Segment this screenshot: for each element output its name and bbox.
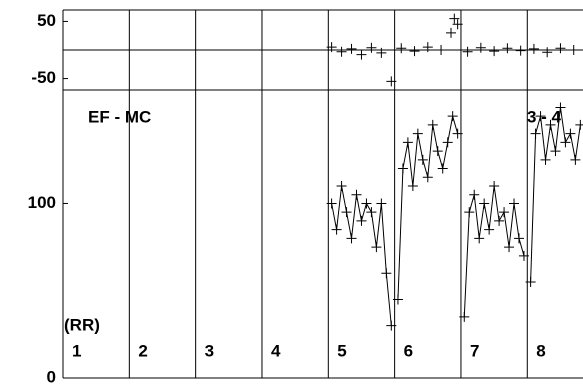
data-point [402, 137, 413, 148]
data-point [381, 268, 392, 279]
data-point [346, 233, 357, 244]
annotation: (RR) [64, 315, 100, 334]
data-point [366, 207, 377, 218]
data-point [540, 154, 551, 165]
section-label: 1 [72, 341, 81, 360]
data-point [376, 198, 387, 209]
data-line [463, 185, 525, 317]
section-label: 5 [337, 341, 346, 360]
data-point [452, 128, 463, 139]
data-point [459, 311, 470, 322]
data-point [479, 198, 490, 209]
data-point [502, 43, 513, 54]
data-point [346, 43, 357, 54]
data-point [442, 137, 453, 148]
data-line [331, 185, 392, 326]
data-line [397, 116, 459, 300]
data-point [509, 198, 520, 209]
data-point [464, 207, 475, 218]
data-point [489, 181, 500, 191]
data-point [542, 47, 553, 58]
section-label: 7 [470, 341, 479, 360]
section-label: 6 [404, 341, 413, 360]
data-point [499, 207, 510, 218]
data-point [489, 46, 500, 57]
data-point [515, 45, 526, 56]
data-point [326, 198, 337, 209]
section-label: 3 [205, 341, 214, 360]
data-point [407, 181, 418, 191]
data-point [386, 320, 397, 331]
data-point [550, 146, 561, 157]
data-point [412, 128, 423, 139]
data-point [555, 102, 566, 113]
section-label: 2 [138, 341, 147, 360]
data-point [462, 46, 473, 57]
data-point [575, 119, 583, 130]
data-point [376, 47, 387, 58]
section-label: 4 [271, 341, 281, 360]
data-point [422, 172, 433, 183]
data-point [513, 233, 524, 244]
data-point [475, 42, 486, 53]
y-tick-label: 50 [37, 11, 56, 30]
data-point [371, 242, 382, 253]
data-point [341, 207, 352, 218]
data-point [545, 119, 556, 130]
data-point [361, 198, 372, 209]
data-point [356, 215, 367, 226]
data-point [432, 146, 443, 157]
data-point [555, 43, 566, 54]
data-point [447, 111, 458, 122]
section-label: 8 [536, 341, 545, 360]
data-point [331, 224, 342, 235]
annotation: 3 - 4 [527, 107, 562, 126]
data-point [436, 45, 447, 55]
data-point [565, 128, 576, 139]
data-point [351, 189, 362, 200]
data-point [525, 277, 536, 287]
data-point [396, 43, 407, 54]
data-point [446, 27, 457, 38]
data-point [366, 42, 377, 53]
data-point [570, 154, 581, 165]
data-point [417, 154, 428, 165]
data-point [528, 43, 539, 54]
data-point [530, 128, 541, 139]
data-point [449, 13, 460, 24]
data-point [568, 45, 579, 55]
annotation: EF - MC [88, 107, 151, 126]
data-point [397, 163, 408, 174]
data-point [356, 49, 367, 60]
data-point [452, 19, 463, 30]
data-point [409, 46, 420, 57]
data-point [504, 242, 515, 253]
data-point [560, 137, 571, 148]
y-tick-label: 100 [28, 193, 56, 212]
data-point [535, 111, 546, 122]
y-tick-label: -50 [31, 68, 56, 87]
data-point [484, 224, 495, 235]
y-tick-label: 0 [47, 367, 56, 386]
data-point [386, 76, 397, 87]
data-point [336, 46, 347, 57]
data-point [392, 294, 403, 305]
data-point [326, 42, 337, 53]
data-point [427, 119, 438, 130]
data-point [494, 215, 505, 226]
data-point [336, 181, 347, 191]
data-point [469, 189, 480, 200]
data-point [474, 233, 485, 244]
data-point [518, 250, 529, 261]
data-point [437, 163, 448, 174]
data-point [422, 42, 433, 53]
